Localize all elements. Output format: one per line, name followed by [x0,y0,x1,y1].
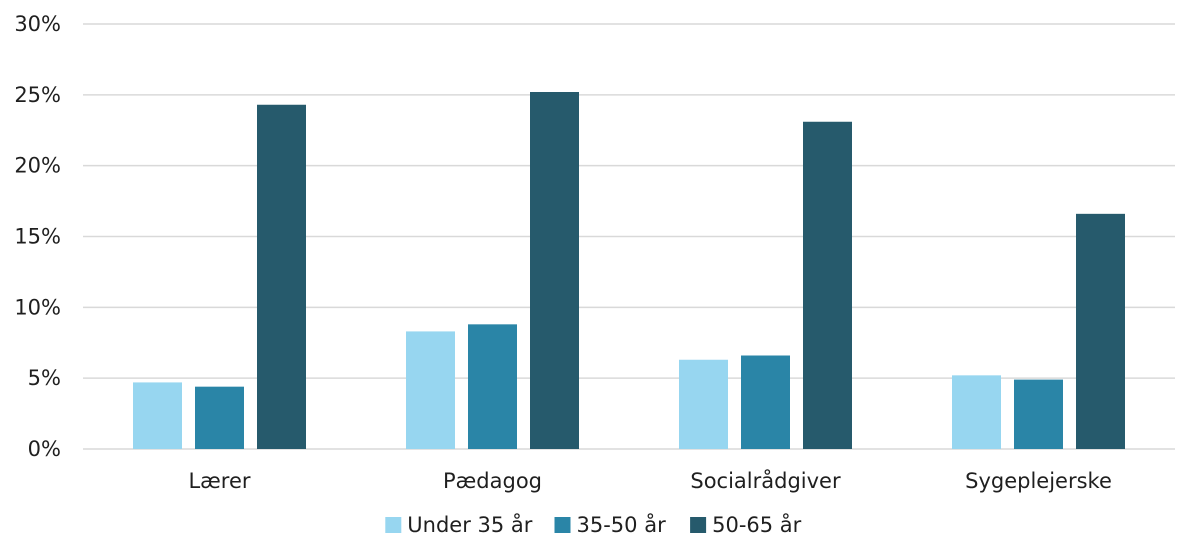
x-category-label: Sygeplejerske [965,469,1112,493]
bar-3-2 [741,355,790,449]
legend-label: Under 35 år [407,512,533,537]
y-tick-label: 25% [14,83,61,107]
y-tick-label: 15% [14,225,61,249]
legend-swatch [385,517,402,533]
bar-2-3 [530,92,579,449]
bar-1-2 [195,386,244,449]
y-tick-label: 30% [14,12,61,36]
bar-3-3 [803,121,852,449]
y-tick-label: 20% [14,154,61,178]
x-category-label: Pædagog [443,469,542,493]
y-axis-ticks: 0% 5% 10% 15% 20% 25% 30% [14,12,61,461]
bar-4-1 [952,375,1001,449]
bar-4-3 [1076,213,1125,449]
legend: Under 35 år 35-50 år 50-65 år [385,512,802,537]
legend-swatch [554,517,571,533]
y-tick-label: 5% [28,366,61,390]
y-tick-label: 10% [14,295,61,319]
bar-4-2 [1014,379,1063,449]
bar-2-2 [468,324,517,449]
legend-label: 35-50 år [577,512,667,537]
x-category-label: Lærer [188,469,250,493]
x-axis-categories: Lærer Pædagog Socialrådgiver Sygeplejerske [188,468,1111,493]
bar-2-1 [406,331,455,449]
legend-swatch [690,517,707,533]
bar-1-1 [133,382,182,449]
bar-3-1 [679,359,728,449]
x-category-label: Socialrådgiver [690,468,841,493]
bar-1-3 [257,104,306,449]
y-tick-label: 0% [28,437,61,461]
legend-label: 50-65 år [712,512,802,537]
bars [133,92,1125,449]
gridlines [83,23,1175,450]
